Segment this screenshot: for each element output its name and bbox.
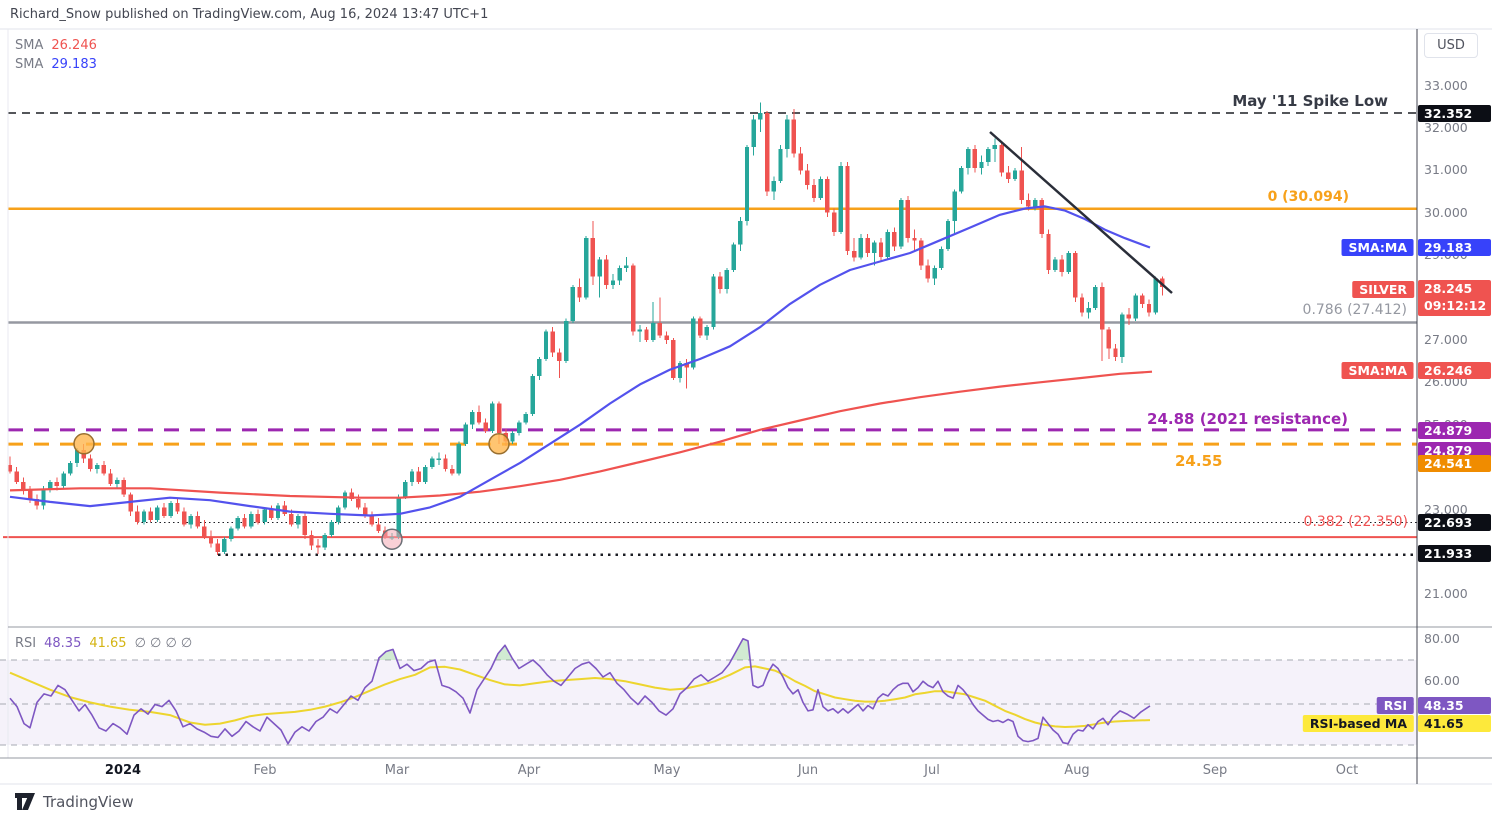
tradingview-logo[interactable]: TradingView xyxy=(14,792,134,811)
published-byline: Richard_Snow published on TradingView.co… xyxy=(10,7,489,22)
rsi-ma-value: 41.65 xyxy=(89,636,127,651)
sma2-label: SMA xyxy=(15,57,44,72)
tradingview-logo-text: TradingView xyxy=(43,792,134,811)
sma2-value: 29.183 xyxy=(51,57,97,72)
rsi-hidden-plots-icon: ∅ ∅ ∅ ∅ xyxy=(134,636,193,651)
sma1-value: 26.246 xyxy=(51,38,97,53)
tradingview-logo-icon xyxy=(15,793,35,810)
sma-legend: SMA 26.246 SMA 29.183 xyxy=(15,36,97,74)
currency-button[interactable]: USD xyxy=(1424,33,1478,58)
rsi-value: 48.35 xyxy=(44,636,82,651)
rsi-label: RSI xyxy=(15,636,37,651)
rsi-legend: RSI 48.35 41.65 ∅ ∅ ∅ ∅ xyxy=(15,636,200,651)
sma-legend-row-1: SMA 26.246 xyxy=(15,36,97,55)
sma1-label: SMA xyxy=(15,38,44,53)
sma-legend-row-2: SMA 29.183 xyxy=(15,55,97,74)
